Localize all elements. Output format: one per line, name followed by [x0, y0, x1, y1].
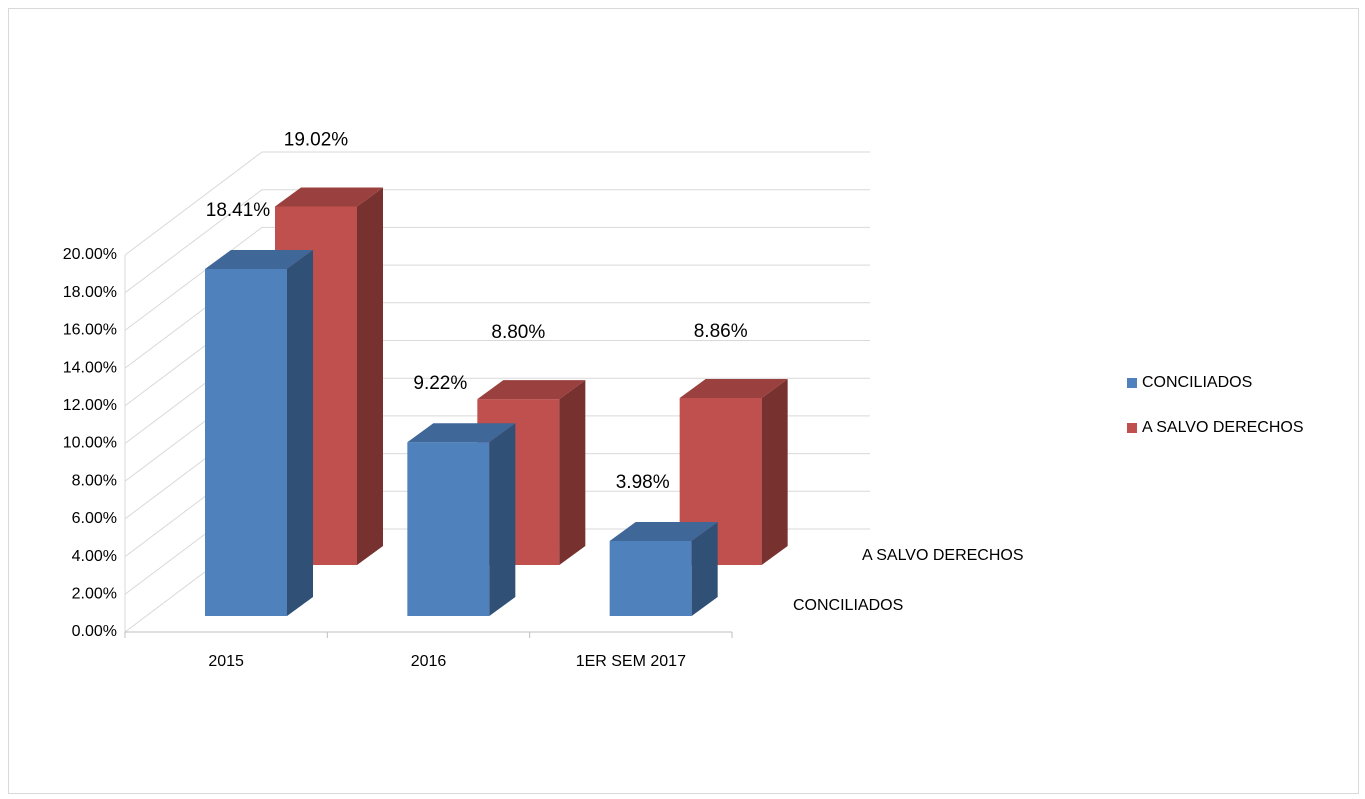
legend-swatch	[1127, 378, 1137, 388]
bar-top	[407, 423, 516, 443]
grid-line	[124, 151, 870, 256]
x-tick-label: 2016	[411, 653, 447, 670]
grid-line	[124, 226, 870, 331]
y-tick-label: 2.00%	[72, 586, 117, 603]
y-tick-label: 4.00%	[72, 548, 117, 565]
y-tick-label: 0.00%	[72, 623, 117, 640]
y-tick-label: 18.00%	[63, 284, 117, 301]
y-tick-label: 14.00%	[63, 359, 117, 376]
data-label: 3.98%	[616, 472, 670, 493]
bar-top	[477, 380, 586, 400]
data-label: 19.02%	[284, 129, 349, 150]
legend-swatch	[1127, 423, 1137, 433]
bar	[407, 442, 490, 616]
y-tick-label: 16.00%	[63, 322, 117, 339]
bar-top	[275, 187, 383, 207]
bar	[205, 268, 287, 616]
bar-side	[357, 187, 383, 565]
bar-top	[679, 378, 788, 398]
bar-side	[761, 378, 788, 565]
bar-top	[609, 521, 718, 541]
y-tick-label: 12.00%	[63, 397, 117, 414]
x-tick-label: 1ER SEM 2017	[576, 653, 686, 670]
bar-side	[691, 521, 718, 616]
bar-top	[205, 249, 313, 269]
depth-label: A SALVO DERECHOS	[862, 547, 1024, 564]
grid-line	[124, 189, 870, 294]
bar-side	[489, 423, 516, 616]
data-label: 8.86%	[694, 321, 748, 342]
bar	[609, 540, 692, 616]
legend-label: CONCILIADOS	[1142, 374, 1252, 391]
y-tick-label: 10.00%	[63, 435, 117, 452]
x-tick-label: 2015	[208, 653, 244, 670]
y-tick-label: 20.00%	[63, 246, 117, 263]
bar-side	[287, 249, 313, 616]
y-tick-label: 6.00%	[72, 510, 117, 527]
data-label: 18.41%	[206, 200, 271, 221]
depth-label: CONCILIADOS	[793, 597, 903, 614]
data-label: 8.80%	[491, 322, 545, 343]
y-tick-label: 8.00%	[72, 472, 117, 489]
legend-label: A SALVO DERECHOS	[1142, 419, 1304, 436]
bar-side	[559, 380, 586, 565]
data-label: 9.22%	[413, 373, 467, 394]
